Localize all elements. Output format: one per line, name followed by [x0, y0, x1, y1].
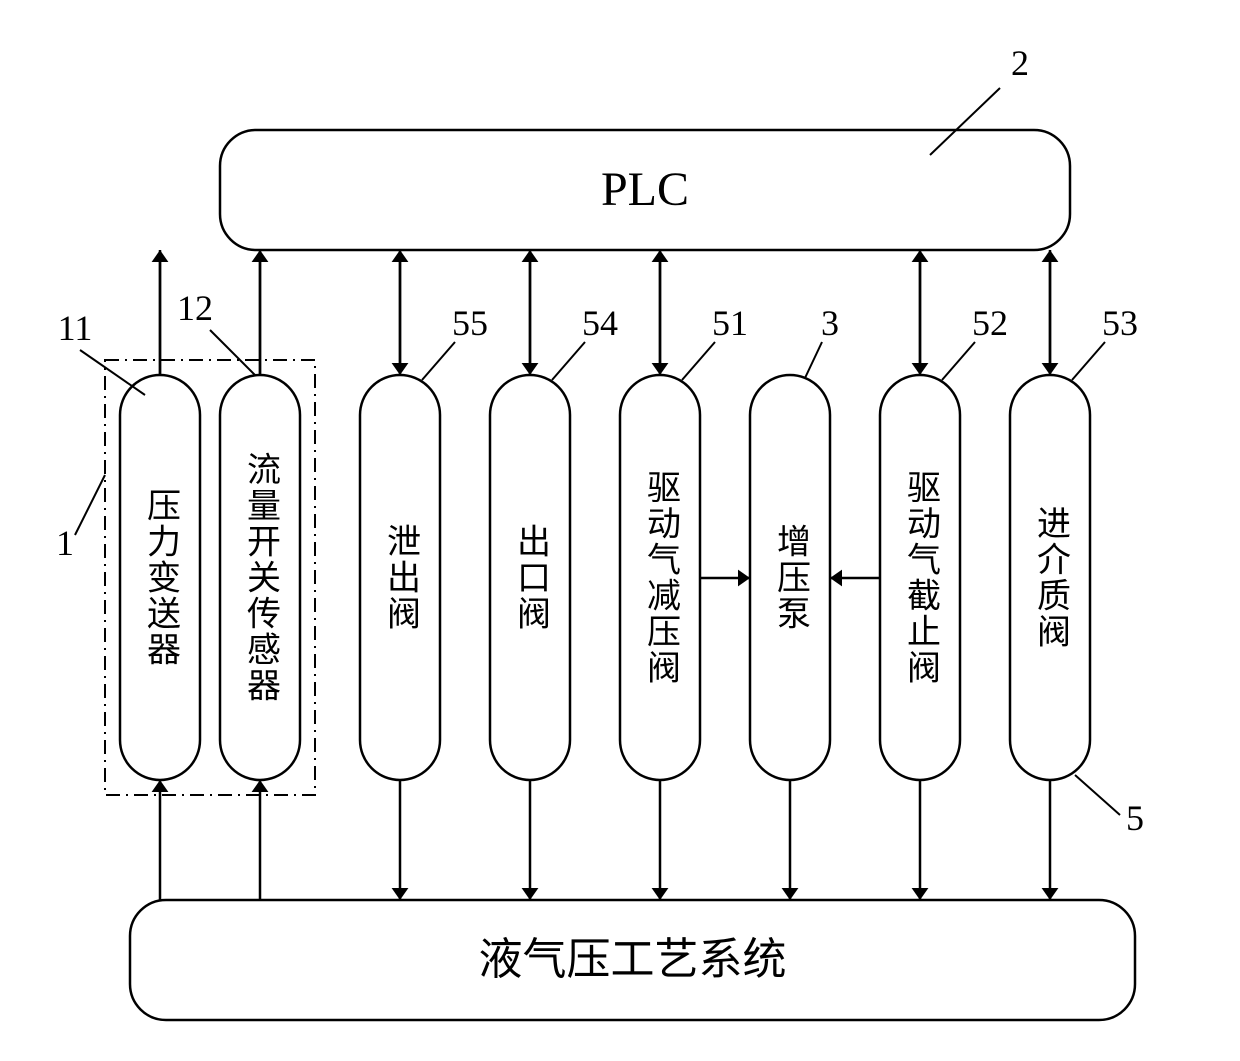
arrow-head [738, 570, 750, 587]
arrow-head [830, 570, 842, 587]
pill-label-p52: 驱动气截止阀 [902, 470, 941, 686]
ref-label: 52 [972, 303, 1008, 343]
arrow-head [912, 363, 929, 375]
arrow-head [1042, 888, 1059, 900]
leader-line [80, 350, 145, 395]
pill-label-p51: 驱动气减压阀 [642, 470, 681, 686]
leader-line [210, 330, 255, 375]
arrow-head [1042, 250, 1059, 262]
pill-label-p54: 出口阀 [512, 523, 549, 631]
arrow-head [152, 250, 169, 262]
ref-label: 2 [1011, 43, 1029, 83]
arrow-head [392, 250, 409, 262]
arrow-head [522, 888, 539, 900]
arrow-head [652, 888, 669, 900]
arrow-head [252, 780, 269, 792]
arrow-head [392, 363, 409, 375]
leader-line [682, 342, 715, 380]
leader-line [1072, 342, 1105, 380]
leader-line [1075, 775, 1120, 815]
arrow-head [152, 780, 169, 792]
ref-label: 5 [1126, 798, 1144, 838]
ref-label: 53 [1102, 303, 1138, 343]
pill-label-p12: 流量开关传感器 [242, 451, 281, 703]
leader-line [75, 475, 105, 535]
ref-label: 55 [452, 303, 488, 343]
arrow-head [522, 363, 539, 375]
pill-label-p11: 压力变送器 [142, 488, 181, 668]
leader-line [805, 342, 822, 378]
leader-line [942, 342, 975, 380]
diagram-canvas: PLC 液气压工艺系统 压力变送器 流量开关传感器 泄出阀 出口阀 驱动气减压阀 增压泵 驱动气… [0, 0, 1240, 1061]
arrow-head [782, 888, 799, 900]
pill-label-p53: 进介质阀 [1032, 506, 1071, 650]
ref-label: 51 [712, 303, 748, 343]
ref-label: 54 [582, 303, 618, 343]
ref-label: 11 [58, 308, 93, 348]
arrow-head [652, 250, 669, 262]
arrow-head [252, 250, 269, 262]
arrow-head [912, 888, 929, 900]
pill-label-p3: 增压泵 [772, 523, 810, 631]
arrow-head [392, 888, 409, 900]
leader-line [552, 342, 585, 380]
arrow-head [912, 250, 929, 262]
arrow-head [652, 363, 669, 375]
leader-line [422, 342, 455, 380]
arrow-head [522, 250, 539, 262]
arrow-head [1042, 363, 1059, 375]
ref-label: 12 [177, 288, 213, 328]
ref-label: 1 [56, 523, 74, 563]
ref-label: 3 [821, 303, 839, 343]
pill-label-p55: 泄出阀 [382, 523, 420, 631]
bottom-system-label: 液气压工艺系统 [479, 935, 787, 984]
plc-label: PLC [601, 163, 689, 216]
